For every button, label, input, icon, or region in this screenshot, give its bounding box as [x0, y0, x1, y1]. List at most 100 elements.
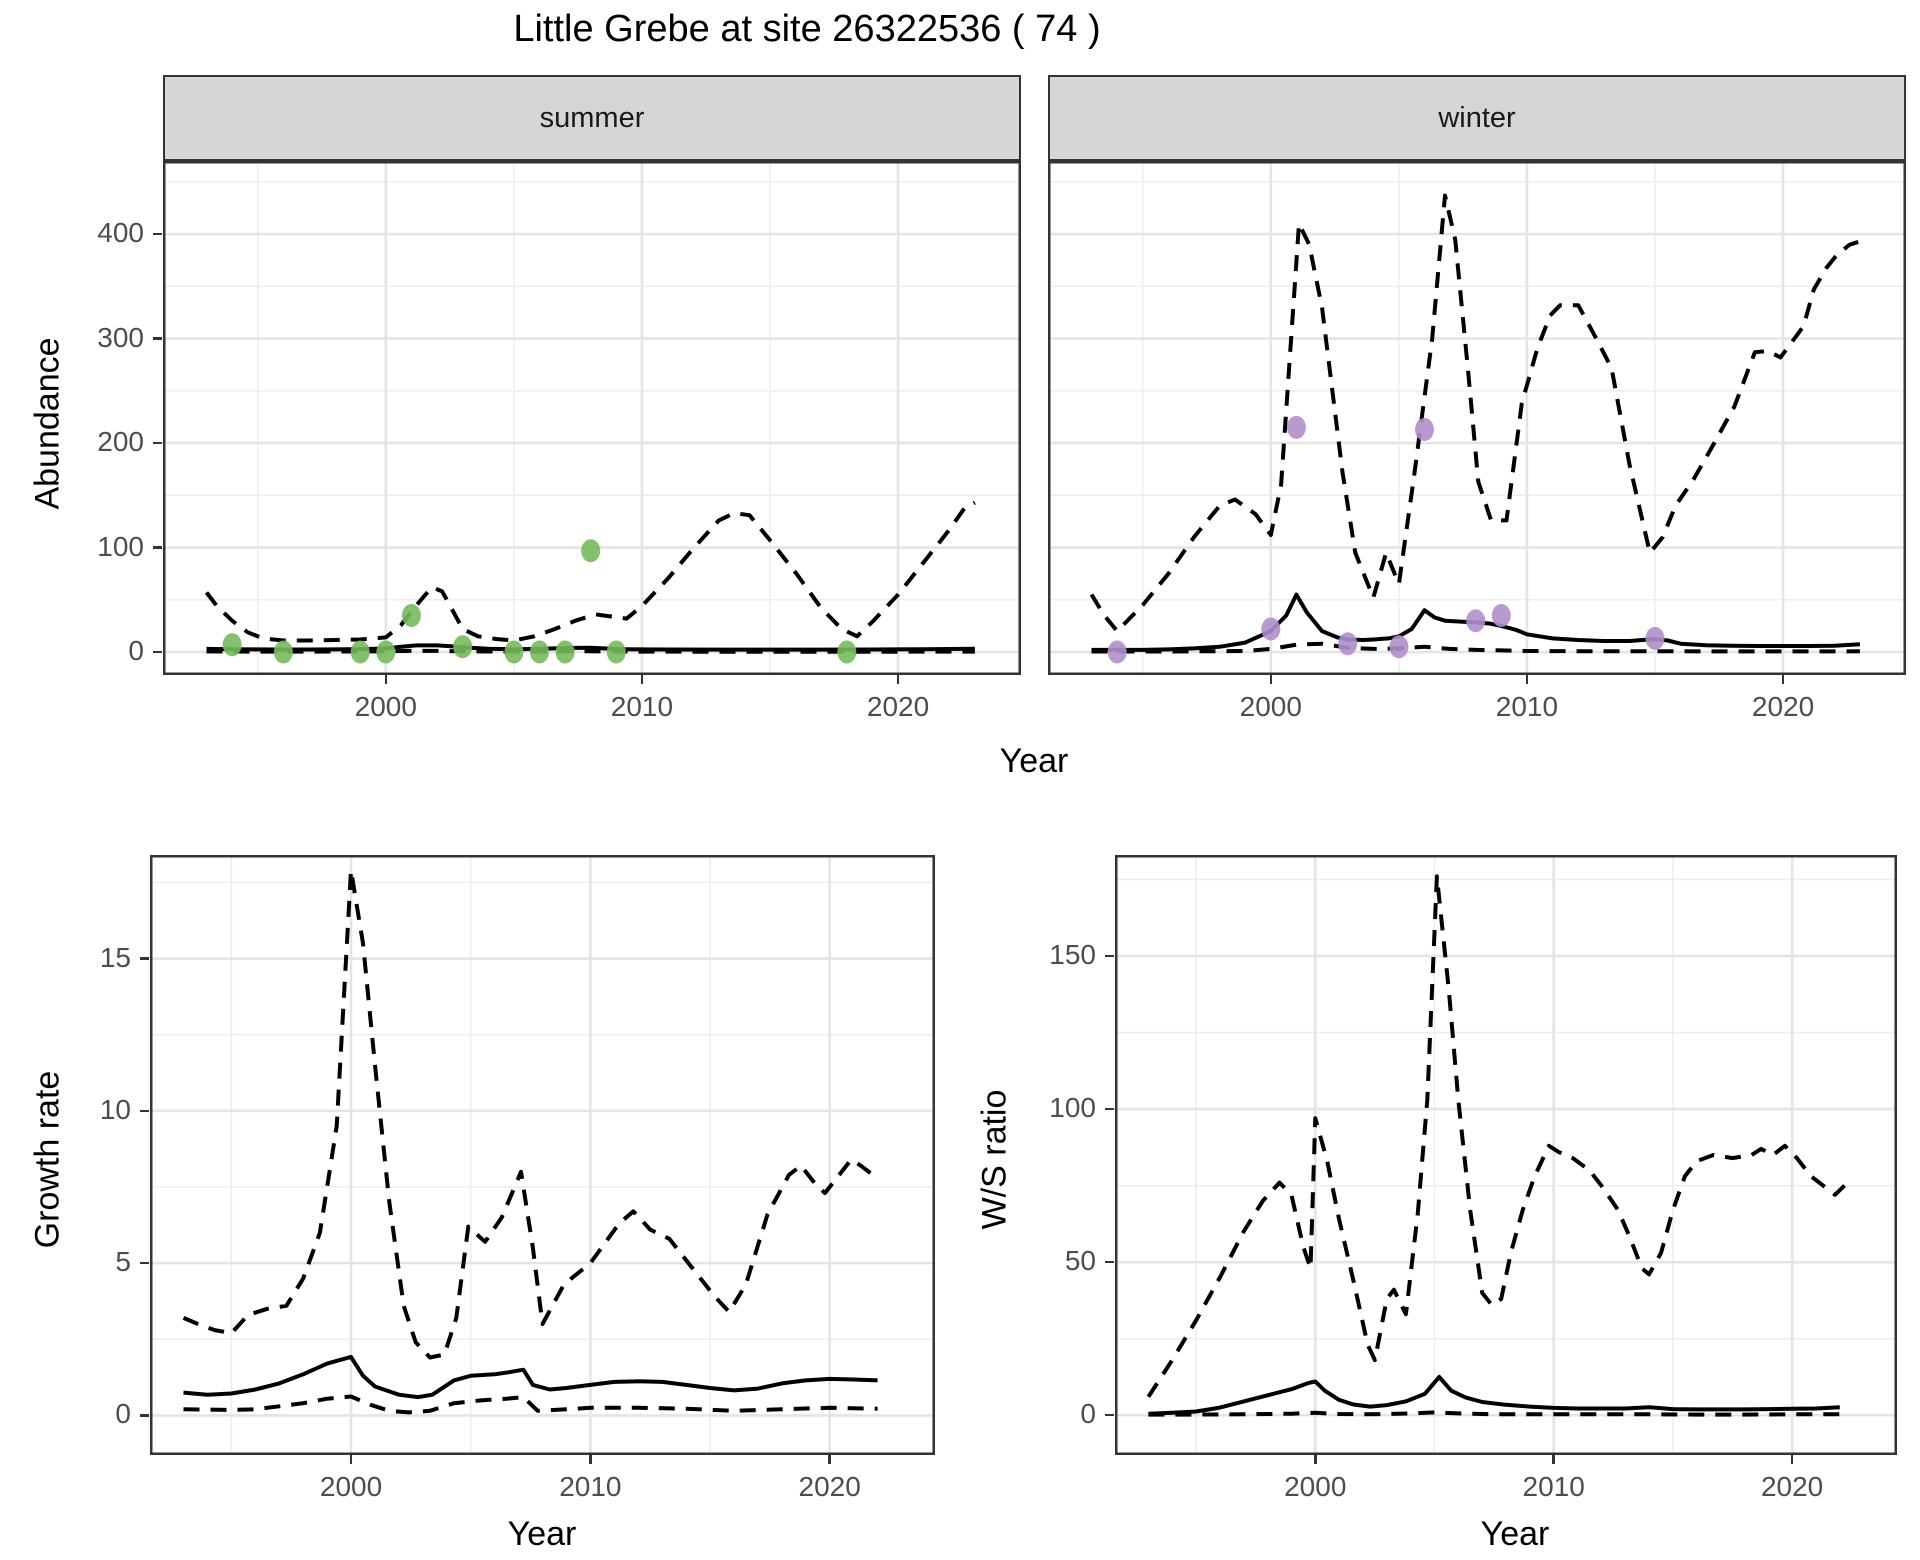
x-axis-tick-label: 2000	[354, 691, 417, 722]
x-axis-tick-label: 2010	[1495, 691, 1559, 722]
facet-strip-winter: winter	[1048, 75, 1906, 161]
x-axis-tick-label: 2010	[610, 691, 674, 722]
y-axis-tick-label: 0	[1080, 1398, 1096, 1430]
observation-point	[350, 640, 370, 664]
y-axis-tick-label: 10	[99, 1093, 131, 1125]
observation-point	[376, 640, 396, 664]
observation-point	[1286, 415, 1306, 439]
y-axis-tick	[1105, 1413, 1114, 1417]
y-axis-tick-label: 400	[97, 217, 144, 249]
x-axis-tick-label: 2010	[1522, 1471, 1585, 1502]
observation-point	[1338, 632, 1358, 656]
x-axis-tick-label: 2000	[319, 1471, 383, 1502]
y-axis-tick-label: 50	[1064, 1245, 1096, 1277]
growth-year-axis-title: Year	[507, 1515, 577, 1553]
ws-year-axis-title: Year	[1480, 1515, 1550, 1553]
summer-abundance-panel	[163, 161, 1021, 675]
x-axis-tick	[589, 1455, 592, 1464]
y-axis-tick	[153, 232, 162, 236]
fitted-line	[183, 1354, 878, 1400]
fitted-line	[206, 643, 975, 652]
top-year-axis-title: Year	[999, 742, 1069, 780]
panel-border	[150, 855, 935, 1455]
y-axis-tick	[1105, 1107, 1114, 1111]
observation-point	[1491, 604, 1511, 627]
y-axis-tick	[153, 337, 162, 340]
y-axis-tick	[153, 441, 162, 445]
x-axis-tick	[1781, 675, 1785, 684]
x-axis-tick-label: 2020	[798, 1471, 861, 1502]
facet-strip-summer-label: summer	[539, 101, 645, 134]
panel-background	[150, 855, 935, 1455]
y-axis-tick-label: 5	[115, 1246, 131, 1278]
lower-ci-line	[206, 648, 975, 654]
facet-strip-winter-label: winter	[1438, 101, 1516, 134]
y-axis-tick	[140, 957, 149, 960]
y-axis-tick-label: 0	[128, 635, 144, 667]
observation-point	[1415, 418, 1434, 441]
observation-point	[1107, 640, 1127, 664]
y-axis-tick	[1105, 954, 1114, 958]
panel-background	[163, 161, 1021, 675]
x-axis-tick-label: 2010	[559, 1471, 622, 1502]
ws-ratio-axis-title: W/S ratio	[975, 1089, 1014, 1230]
winter-abundance-panel	[1048, 161, 1906, 675]
y-axis-tick	[153, 546, 162, 549]
y-axis-tick	[140, 1109, 149, 1113]
observation-point	[273, 640, 293, 664]
facet-strip-summer: summer	[163, 75, 1021, 161]
y-axis-tick-label: 200	[97, 426, 144, 458]
y-axis-tick	[140, 1261, 149, 1265]
y-axis-tick-label: 300	[97, 321, 144, 353]
panel-border	[1048, 161, 1906, 675]
observation-point	[504, 640, 524, 664]
y-axis-tick-label: 15	[99, 941, 131, 973]
observation-point	[555, 640, 575, 664]
observation-point	[453, 635, 473, 659]
panel-background	[1048, 161, 1906, 675]
x-axis-tick	[896, 675, 900, 684]
observation-point	[837, 640, 857, 664]
observation-point	[1645, 626, 1665, 650]
upper-ci-line	[182, 868, 880, 1360]
upper-ci-line	[1146, 874, 1846, 1398]
observation-point	[1466, 609, 1486, 633]
panel-border	[1115, 855, 1897, 1455]
lower-ci-line	[1091, 641, 1860, 654]
observation-point	[1261, 617, 1281, 641]
x-axis-tick	[1314, 1455, 1317, 1464]
observation-point	[401, 604, 421, 627]
x-axis-tick	[1269, 675, 1273, 684]
lower-ci-line	[1148, 1410, 1840, 1417]
y-axis-tick-label: 100	[1049, 1092, 1096, 1124]
y-axis-tick-label: 100	[97, 530, 144, 562]
panel-border	[163, 161, 1021, 675]
y-axis-tick	[153, 650, 162, 654]
x-axis-tick	[349, 1455, 353, 1464]
x-axis-tick-label: 2020	[1751, 691, 1815, 722]
upper-ci-line	[1089, 193, 1861, 634]
observation-point	[530, 640, 549, 664]
x-axis-tick	[384, 675, 388, 684]
observation-point	[1389, 635, 1409, 659]
x-axis-tick-label: 2000	[1239, 691, 1302, 722]
x-axis-tick	[1790, 1455, 1794, 1464]
x-axis-tick-label: 2020	[866, 691, 930, 722]
x-axis-tick	[1552, 1455, 1555, 1464]
observation-point	[222, 633, 242, 657]
x-axis-tick	[640, 675, 644, 684]
panel-background	[1115, 855, 1897, 1455]
y-axis-tick	[1105, 1260, 1114, 1264]
ws-ratio-panel	[1115, 855, 1897, 1455]
x-axis-tick-label: 2020	[1760, 1471, 1824, 1502]
x-axis-tick	[1525, 675, 1529, 684]
x-axis-tick	[828, 1455, 831, 1464]
y-axis-tick-label: 0	[115, 1398, 131, 1430]
y-axis-tick-label: 150	[1049, 939, 1096, 971]
fitted-line	[1148, 1374, 1840, 1416]
observation-point	[606, 640, 626, 664]
x-axis-tick-label: 2000	[1284, 1471, 1347, 1502]
growth-rate-panel	[150, 855, 935, 1455]
growth-rate-axis-title: Growth rate	[28, 1070, 67, 1249]
